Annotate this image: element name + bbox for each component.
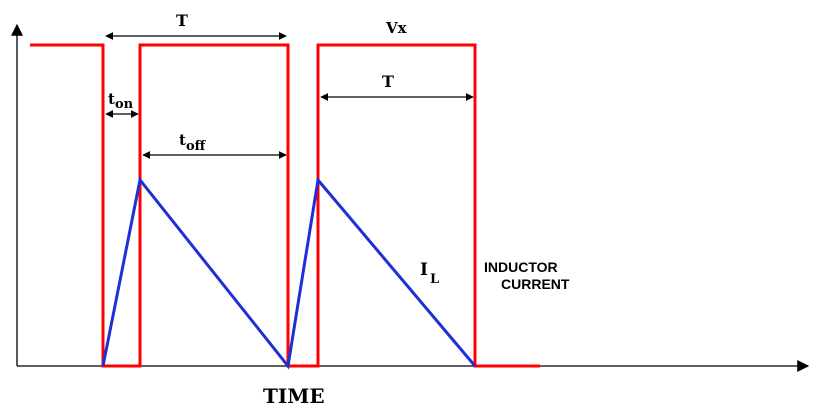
inductor-current-caption-line1: INDUCTOR	[484, 259, 558, 275]
voltage-vx-waveform	[30, 43, 540, 368]
vx-label: Vx	[385, 19, 408, 37]
period-top-label: T	[176, 11, 188, 30]
t-off-label: toff	[179, 131, 207, 154]
inductor-current-caption-line2: CURRENT	[501, 276, 570, 292]
x-axis-title: TIME	[263, 384, 325, 408]
t-on-label: ton	[108, 90, 134, 112]
inductor-current-waveform	[101, 176, 477, 370]
period-right-label: T	[382, 72, 394, 91]
